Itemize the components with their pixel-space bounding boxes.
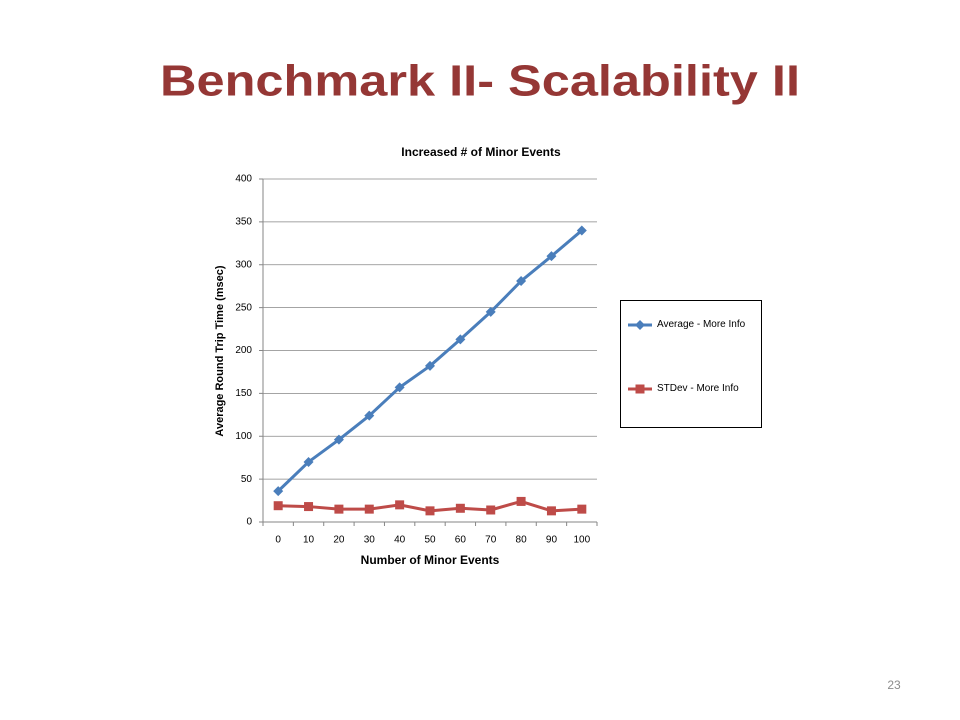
marker [334, 504, 344, 514]
x-tick-label: 90 [546, 535, 558, 546]
marker [516, 276, 527, 287]
y-tick-label: 350 [235, 217, 252, 228]
marker [455, 334, 466, 345]
marker [485, 306, 496, 317]
x-tick-label: 100 [573, 535, 590, 546]
marker [546, 506, 556, 516]
legend-swatch [628, 384, 652, 394]
marker [577, 504, 587, 514]
marker [273, 486, 284, 497]
y-tick-label: 50 [241, 474, 253, 485]
y-tick-label: 0 [246, 517, 252, 528]
y-axis-title: Average Round Trip Time (msec) [214, 265, 226, 436]
marker [425, 360, 435, 371]
y-tick-label: 400 [235, 174, 252, 185]
x-tick-label: 60 [455, 535, 467, 546]
chart-title: Increased # of Minor Events [401, 145, 561, 159]
x-tick-label: 10 [303, 535, 315, 546]
legend: Average - More Info STDev - More Info [620, 300, 762, 428]
legend-label: STDev - More Info [657, 383, 739, 394]
marker [516, 496, 526, 506]
y-tick-label: 250 [235, 302, 252, 313]
x-tick-label: 40 [394, 535, 406, 546]
marker [304, 502, 314, 512]
x-tick-label: 50 [424, 535, 436, 546]
legend-swatch [628, 320, 652, 330]
marker [486, 505, 496, 515]
legend-entry: Average - More Info [627, 317, 757, 332]
marker [364, 410, 375, 421]
marker [303, 456, 314, 467]
marker [635, 384, 645, 394]
slide-title: Benchmark II- Scalability II [160, 57, 800, 106]
marker [455, 503, 465, 513]
x-tick-label: 0 [275, 535, 281, 546]
marker [546, 251, 557, 262]
marker [576, 225, 587, 236]
marker [425, 506, 435, 516]
x-tick-label: 80 [516, 535, 528, 546]
x-tick-label: 70 [485, 535, 497, 546]
x-tick-label: 20 [333, 535, 345, 546]
y-tick-label: 150 [235, 388, 252, 399]
y-tick-label: 300 [235, 259, 252, 270]
y-tick-label: 100 [235, 431, 252, 442]
marker [394, 382, 405, 393]
x-axis-title: Number of Minor Events [361, 553, 500, 567]
marker [333, 434, 344, 445]
series-line [277, 229, 583, 493]
y-tick-label: 200 [235, 345, 252, 356]
x-tick-label: 30 [364, 535, 376, 546]
legend-label: Average - More Info [657, 319, 746, 330]
marker [273, 501, 283, 511]
marker [364, 504, 374, 514]
marker [635, 320, 645, 330]
legend-entry: STDev - More Info [627, 381, 757, 396]
page-number: 23 [887, 678, 901, 692]
marker [395, 500, 405, 510]
